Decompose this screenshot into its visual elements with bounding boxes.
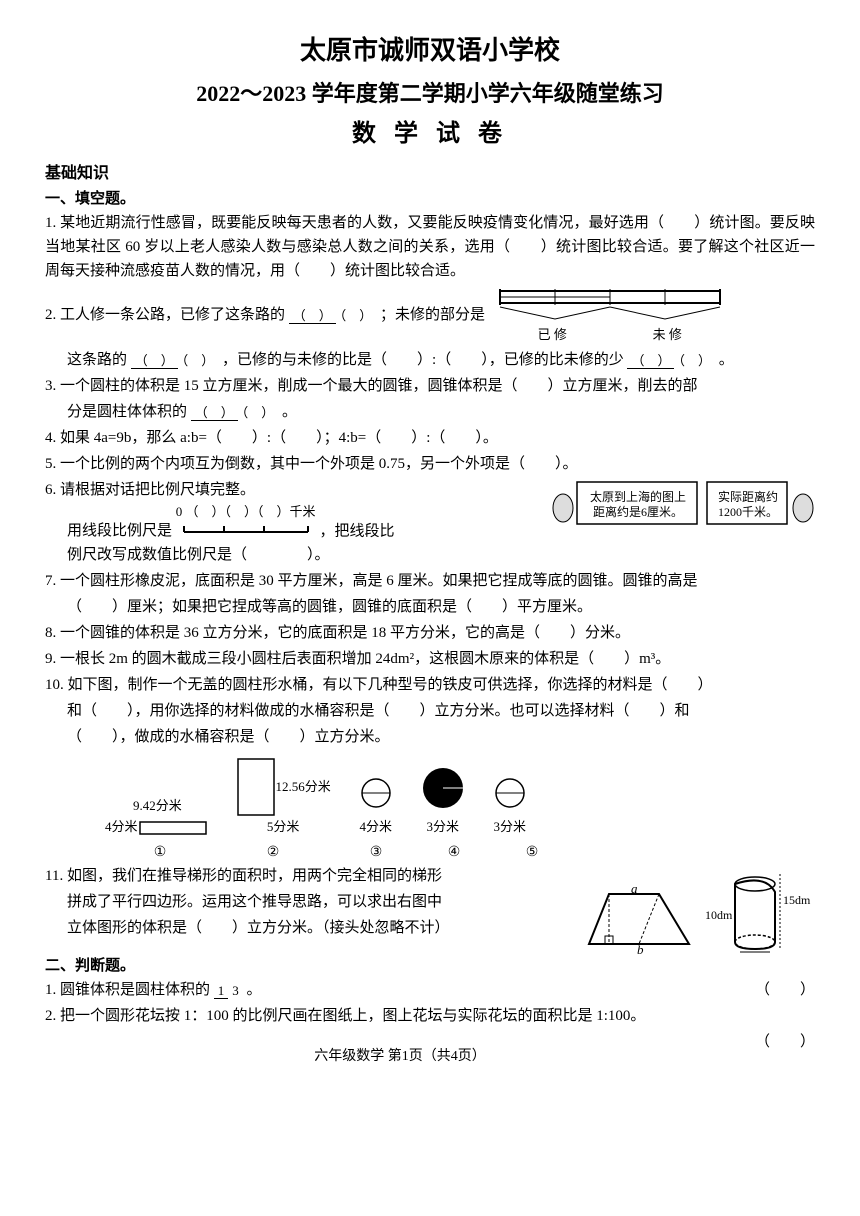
q6-p3: 例尺改写成数值比例尺是（ ）。 — [45, 547, 330, 563]
q3-p2: 分是圆柱体体积的 — [67, 404, 187, 420]
shapes-row: 9.42分米 4分米 12.56分米 5分米 4分米 3分米 3分米 — [45, 757, 815, 838]
q6-p1: 请根据对话把比例尺填完整。 — [60, 482, 255, 498]
question-6: 太原到上海的图上 距离约是6厘米。 实际距离约 1200千米。 6. 请根据对话… — [45, 478, 815, 568]
page-footer: 六年级数学 第1页（共4页） — [45, 1046, 815, 1068]
subject-title: 数 学 试 卷 — [45, 115, 815, 153]
q8-text: 一个圆锥的体积是 36 立方分米，它的底面积是 18 平方分米，它的高是（ ）分… — [60, 625, 630, 641]
q2-p1: 工人修一条公路，已修了这条路的 — [60, 307, 285, 323]
q2-p2: ；未修的部分是 — [380, 307, 485, 323]
question-8: 8. 一个圆锥的体积是 36 立方分米，它的底面积是 18 平方分米，它的高是（… — [45, 621, 815, 645]
bubble2b: 1200千米。 — [711, 505, 785, 521]
section-fill: 一、填空题。 — [45, 187, 815, 211]
shape-4: 3分米 — [421, 766, 465, 838]
q3-frac: （ ）（ ） — [191, 406, 279, 419]
q5-text: 一个比例的两个内项互为倒数，其中一个外项是 0.75，另一个外项是（ ）。 — [60, 456, 578, 472]
question-4: 4. 如果 4a=9b，那么 a:b=（ ）:（ ）；4:b=（ ）:（ ）。 — [45, 426, 815, 450]
shape-numbers: ① ② ③ ④ ⑤ — [45, 842, 815, 864]
q2-frac3: （ ）（ ） — [627, 354, 715, 367]
q11-figures: a b 10dm 15dm 8dm — [579, 864, 815, 954]
q1-text: 某地近期流行性感冒，既要能反映每天患者的人数，又要能反映疫情变化情况，最好选用（… — [45, 215, 815, 279]
j1-blank: （ ） — [755, 978, 815, 1002]
q7-l1: 一个圆柱形橡皮泥，底面积是 30 平方厘米，高是 6 厘米。如果把它捏成等底的圆… — [60, 573, 698, 589]
question-11: 11. 如图，我们在推导梯形的面积时，用两个完全相同的梯形 拼成了平行四边形。运… — [45, 864, 815, 954]
school-title: 太原市诚师双语小学校 — [45, 30, 815, 72]
dialog-diagram: 太原到上海的图上 距离约是6厘米。 实际距离约 1200千米。 — [545, 478, 815, 538]
term-title: 2022～2023 学年度第二学期小学六年级随堂练习 — [45, 76, 815, 111]
q2-p4: ，已修的与未修的比是（ ）:（ ），已修的比未修的少 — [222, 352, 624, 368]
q2-frac2: （ ）（ ） — [131, 354, 219, 367]
j2-blank: （ ） — [755, 1030, 815, 1054]
j2-text: 把一个圆形花坛按 1：100 的比例尺画在图纸上，图上花坛与实际花坛的面积比是 … — [60, 1008, 645, 1024]
shape-1: 9.42分米 4分米 — [105, 796, 208, 838]
q9-text: 一根长 2m 的圆木截成三段小圆柱后表面积增加 24dm²，这根圆木原来的体积是… — [60, 651, 670, 667]
q11-l1: 如图，我们在推导梯形的面积时，用两个完全相同的梯形 — [67, 868, 442, 884]
ruler-icon — [176, 524, 316, 536]
j1-text: 圆锥体积是圆柱体积的 — [60, 982, 210, 998]
j1-frac: 13 — [214, 984, 243, 997]
q2-p5: 。 — [719, 352, 734, 368]
question-7b: （ ）厘米；如果把它捏成等高的圆锥，圆锥的底面积是（ ）平方厘米。 — [45, 595, 815, 619]
shape-3: 4分米 — [359, 776, 393, 838]
question-10c: （ ），做成的水桶容积是（ ）立方分米。 — [45, 725, 815, 749]
judge-1: 1. 圆锥体积是圆柱体积的 13 。 （ ） — [45, 978, 815, 1002]
question-2b: 这条路的 （ ）（ ） ，已修的与未修的比是（ ）:（ ），已修的比未修的少 （… — [45, 348, 815, 372]
question-3: 3. 一个圆柱的体积是 15 立方厘米，削成一个最大的圆锥，圆锥体积是（ ）立方… — [45, 374, 815, 398]
q3-p3: 。 — [282, 404, 297, 420]
judge-2: 2. 把一个圆形花坛按 1：100 的比例尺画在图纸上，图上花坛与实际花坛的面积… — [45, 1004, 815, 1028]
road-done-label: 已 修 — [538, 325, 567, 346]
cylinder-cut-icon: 10dm 15dm 8dm — [705, 864, 815, 954]
question-7: 7. 一个圆柱形橡皮泥，底面积是 30 平方厘米，高是 6 厘米。如果把它捏成等… — [45, 569, 815, 593]
question-1: 1. 某地近期流行性感冒，既要能反映每天患者的人数，又要能反映疫情变化情况，最好… — [45, 211, 815, 283]
svg-text:10dm: 10dm — [705, 908, 733, 922]
q11-l2: 拼成了平行四边形。运用这个推导思路，可以求出右图中 — [45, 890, 573, 914]
ruler-labels: 0 （ ）（ ）（ ）千米 — [176, 502, 316, 544]
trapezoid-icon: a b — [579, 884, 699, 954]
q3-p1: 一个圆柱的体积是 15 立方厘米，削成一个最大的圆锥，圆锥体积是（ ）立方厘米，… — [60, 378, 698, 394]
bubble1a: 太原到上海的图上 — [581, 490, 695, 506]
question-10b: 和（ ），用你选择的材料做成的水桶容积是（ ）立方分米。也可以选择材料（ ）和 — [45, 699, 815, 723]
q6-p2b: ，把线段比 — [320, 523, 395, 539]
q2-p3: 这条路的 — [67, 352, 127, 368]
svg-text:8dm: 8dm — [743, 951, 765, 954]
road-undone-label: 未 修 — [653, 325, 682, 346]
question-3b: 分是圆柱体体积的 （ ）（ ） 。 — [45, 400, 815, 424]
q11-l3: 立体图形的体积是（ ）立方分米。（接头处忽略不计） — [45, 916, 573, 940]
question-2: 2. 工人修一条公路，已修了这条路的 （ ）（ ） ；未修的部分是 已 修 未 … — [45, 285, 815, 346]
bubble2a: 实际距离约 — [711, 490, 785, 506]
question-10: 10. 如下图，制作一个无盖的圆柱形水桶，有以下几种型号的铁皮可供选择，你选择的… — [45, 673, 815, 697]
q6-p2a: 用线段比例尺是 — [45, 523, 172, 539]
svg-text:15dm: 15dm — [783, 893, 811, 907]
svg-text:b: b — [637, 942, 644, 954]
section-judge: 二、判断题。 — [45, 954, 815, 978]
shape-5: 3分米 — [493, 776, 527, 838]
section-basic: 基础知识 — [45, 161, 815, 187]
shape-2: 12.56分米 5分米 — [236, 757, 331, 838]
question-5: 5. 一个比例的两个内项互为倒数，其中一个外项是 0.75，另一个外项是（ ）。 — [45, 452, 815, 476]
q2-frac1: （ ）（ ） — [289, 309, 377, 322]
q4-text: 如果 4a=9b，那么 a:b=（ ）:（ ）；4:b=（ ）:（ ）。 — [60, 430, 498, 446]
svg-text:a: a — [631, 884, 638, 896]
bubble1b: 距离约是6厘米。 — [581, 505, 695, 521]
question-9: 9. 一根长 2m 的圆木截成三段小圆柱后表面积增加 24dm²，这根圆木原来的… — [45, 647, 815, 671]
q10-l1: 如下图，制作一个无盖的圆柱形水桶，有以下几种型号的铁皮可供选择，你选择的材料是（… — [68, 677, 713, 693]
road-diagram: 已 修 未 修 — [495, 285, 725, 346]
j1-tail: 。 — [247, 982, 262, 998]
